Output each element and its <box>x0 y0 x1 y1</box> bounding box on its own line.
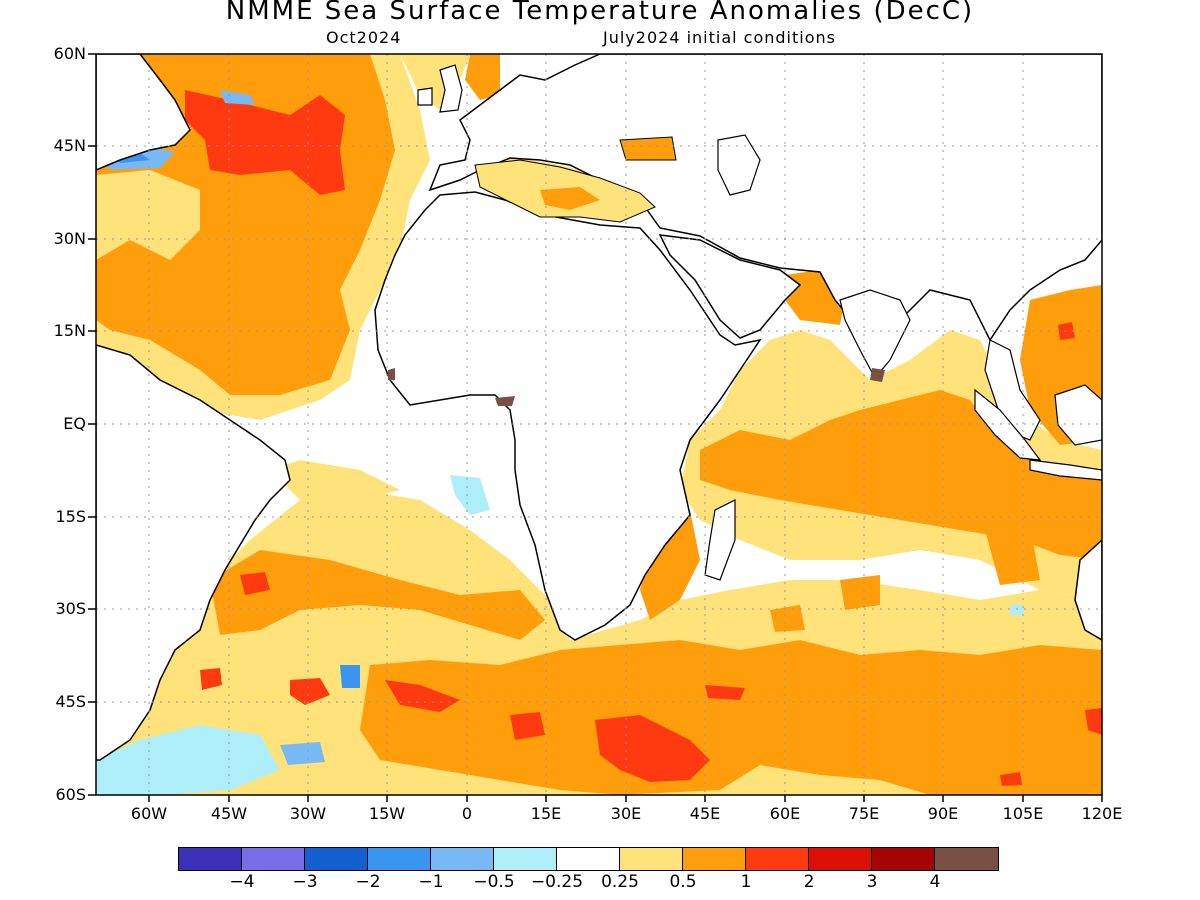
caspian-sea <box>717 134 761 196</box>
lon-label: 30W <box>289 804 327 823</box>
lon-label: 15W <box>368 804 406 823</box>
lat-label: 30S <box>55 599 86 618</box>
britain-landmass <box>439 64 463 113</box>
india-landmass <box>839 289 911 380</box>
anomaly-region <box>290 678 330 705</box>
colorbar-label: 2 <box>803 872 815 892</box>
colorbar-swatch <box>935 848 998 870</box>
ireland-landmass <box>417 87 433 106</box>
anomaly-region <box>465 54 500 100</box>
south-america-landmass <box>96 344 291 761</box>
tick-marks <box>88 53 1103 802</box>
lon-label: 90E <box>927 804 959 823</box>
anomaly-region <box>385 680 460 712</box>
colorbar-swatch <box>809 848 872 870</box>
colorbar-label: −0.5 <box>473 872 515 892</box>
anomaly-region <box>495 396 515 406</box>
lon-label: 0 <box>461 804 473 823</box>
valid-month-label: Oct2024 <box>326 28 402 47</box>
lat-label: EQ <box>63 414 86 433</box>
colorbar-label: 0.25 <box>601 872 639 892</box>
lat-label: 45S <box>55 692 86 711</box>
anomaly-region <box>840 575 880 610</box>
colorbar-swatch <box>746 848 809 870</box>
anomaly-region <box>510 712 545 740</box>
lon-label: 60W <box>130 804 168 823</box>
anomaly-region <box>870 368 885 382</box>
anomaly-region <box>540 187 600 210</box>
gridlines <box>96 54 1102 795</box>
colorbar-swatch <box>431 848 494 870</box>
lon-label: 30E <box>610 804 642 823</box>
anomaly-region <box>280 742 325 765</box>
lat-label: 45N <box>53 136 86 155</box>
anomaly-region <box>360 640 1102 795</box>
lon-label: 15E <box>530 804 562 823</box>
colorbar-label: −1 <box>418 872 444 892</box>
colorbar-swatch <box>368 848 431 870</box>
australia-landmass <box>1074 538 1102 641</box>
colorbar-label: 4 <box>929 872 941 892</box>
anomaly-region <box>1058 322 1075 340</box>
anomaly-region <box>270 460 400 500</box>
lat-label: 15S <box>55 507 86 526</box>
colorbar-label: 3 <box>866 872 878 892</box>
anomaly-region <box>200 668 222 690</box>
lat-label: 60S <box>55 785 86 804</box>
lat-label: 60N <box>53 44 86 63</box>
colorbar-label: 0.5 <box>669 872 697 892</box>
init-conditions-label: July2024 initial conditions <box>603 28 836 47</box>
anomaly-region <box>185 90 345 195</box>
anomaly-region <box>388 368 395 380</box>
colorbar-label: −2 <box>355 872 381 892</box>
madagascar-landmass <box>704 499 736 581</box>
colorbar-swatch <box>305 848 368 870</box>
java-landmass <box>1029 459 1102 481</box>
anomaly-region <box>985 525 1040 585</box>
colorbar-label: −0.25 <box>530 872 584 892</box>
lat-label: 30N <box>53 229 86 248</box>
anomaly-region <box>595 715 710 782</box>
colorbar-label: −3 <box>292 872 318 892</box>
anomaly-region <box>240 572 270 595</box>
sumatra-landmass <box>974 388 1042 461</box>
anomaly-region <box>220 90 255 105</box>
colorbar-swatch <box>242 848 305 870</box>
colorbar-swatch <box>872 848 935 870</box>
lon-label: 45E <box>689 804 721 823</box>
lon-label: 60E <box>769 804 801 823</box>
lon-label: 45W <box>210 804 248 823</box>
anomaly-region <box>1000 772 1022 786</box>
map-title: NMME Sea Surface Temperature Anomalies (… <box>225 0 975 26</box>
anomaly-region <box>340 665 360 688</box>
arabia-landmass <box>658 234 802 339</box>
anomaly-region <box>770 605 805 632</box>
black-sea <box>619 136 677 161</box>
colorbar-label: −4 <box>229 872 255 892</box>
lat-label: 15N <box>53 321 86 340</box>
lon-label: 75E <box>848 804 880 823</box>
lon-label: 105E <box>1002 804 1044 823</box>
colorbar-swatch <box>683 848 746 870</box>
anomaly-region <box>705 685 745 700</box>
colorbar <box>178 847 999 871</box>
anomaly-region <box>96 725 280 795</box>
colorbar-swatch <box>620 848 683 870</box>
colorbar-swatch <box>494 848 557 870</box>
anomaly-region <box>1085 708 1102 735</box>
colorbar-label: 1 <box>740 872 752 892</box>
colorbar-swatch <box>557 848 620 870</box>
malay-peninsula-landmass <box>984 339 1041 441</box>
anomaly-region <box>1010 605 1024 615</box>
anomaly-region <box>450 475 490 515</box>
borneo-landmass <box>1054 384 1102 446</box>
lon-label: 120E <box>1081 804 1123 823</box>
north-america-landmass <box>96 54 191 171</box>
colorbar-swatch <box>179 848 242 870</box>
anomaly-region <box>210 550 545 640</box>
